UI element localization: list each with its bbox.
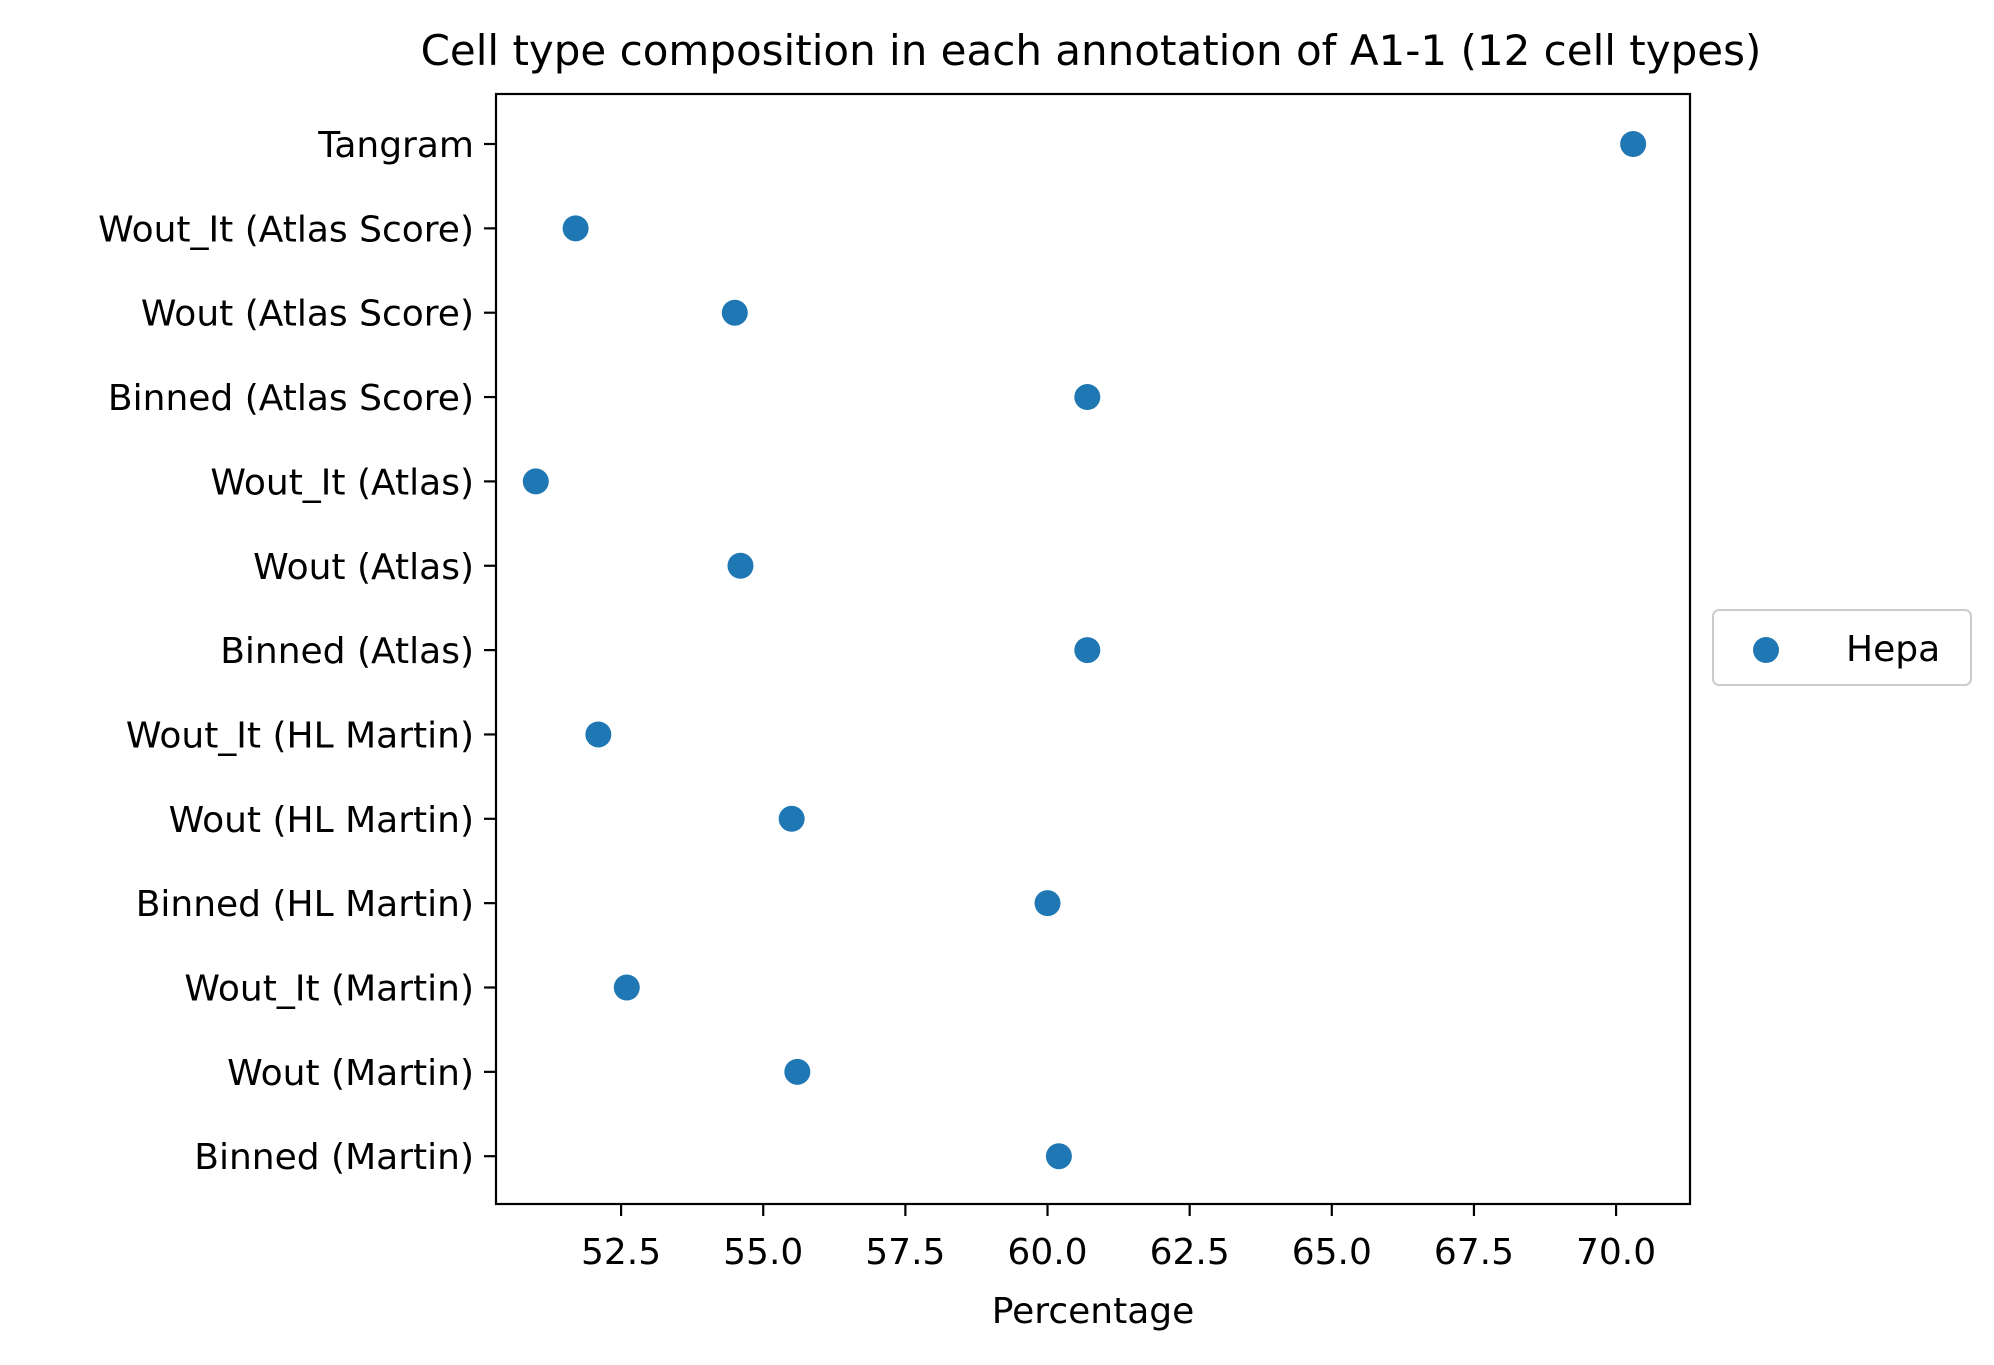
- data-point: [522, 468, 549, 495]
- y-tick-label: Wout (Atlas): [253, 547, 474, 588]
- data-point: [1074, 637, 1101, 664]
- data-point: [1074, 384, 1101, 411]
- x-tick-label: 57.5: [865, 1232, 945, 1273]
- y-tick-label: Wout_It (Martin): [184, 969, 474, 1010]
- x-axis-label: Percentage: [992, 1291, 1195, 1332]
- y-tick-label: Binned (Martin): [194, 1137, 474, 1178]
- data-point: [721, 299, 748, 326]
- chart-title: Cell type composition in each annotation…: [421, 26, 1762, 75]
- y-tick-label: Wout_It (Atlas): [210, 462, 474, 503]
- y-axis: Tangram Wout_It (Atlas Score) Wout (Atlas …: [98, 125, 496, 1178]
- data-point: [1620, 131, 1647, 157]
- y-tick-label: Wout (HL Martin): [169, 800, 474, 841]
- y-tick-label: Wout (Atlas Score): [141, 294, 474, 335]
- data-point: [562, 215, 589, 242]
- data-point: [784, 1058, 811, 1085]
- x-tick-label: 67.5: [1434, 1232, 1514, 1273]
- data-points: [522, 131, 1647, 1170]
- y-tick-label: Binned (HL Martin): [136, 884, 474, 925]
- y-tick-label: Binned (Atlas Score): [108, 378, 474, 419]
- x-tick-label: 62.5: [1150, 1232, 1230, 1273]
- x-tick-label: 60.0: [1007, 1232, 1087, 1273]
- x-tick-label: 52.5: [581, 1232, 661, 1273]
- y-tick-label: Wout (Martin): [227, 1053, 474, 1094]
- data-point: [613, 974, 640, 1001]
- legend-box: [1712, 609, 1972, 686]
- data-point: [727, 552, 754, 579]
- data-point: [585, 721, 612, 748]
- y-tick-label: Wout_It (Atlas Score): [98, 209, 474, 250]
- data-point: [1045, 1143, 1072, 1170]
- data-point: [778, 805, 805, 832]
- y-tick-label: Wout_It (HL Martin): [126, 715, 474, 756]
- data-point: [1034, 890, 1061, 917]
- x-tick-label: 65.0: [1292, 1232, 1372, 1273]
- legend-marker: [1753, 637, 1779, 663]
- legend: Hepa: [1712, 609, 1972, 686]
- legend-label-hepa: Hepa: [1846, 629, 1940, 670]
- x-axis: 52.5 55.0 57.5 60.0 62.5 65.0 67.5 70.0: [581, 1204, 1656, 1273]
- y-tick-label: Binned (Atlas): [220, 631, 474, 672]
- y-tick-label: Tangram: [317, 125, 474, 166]
- x-tick-label: 70.0: [1576, 1232, 1656, 1273]
- x-tick-label: 55.0: [723, 1232, 803, 1273]
